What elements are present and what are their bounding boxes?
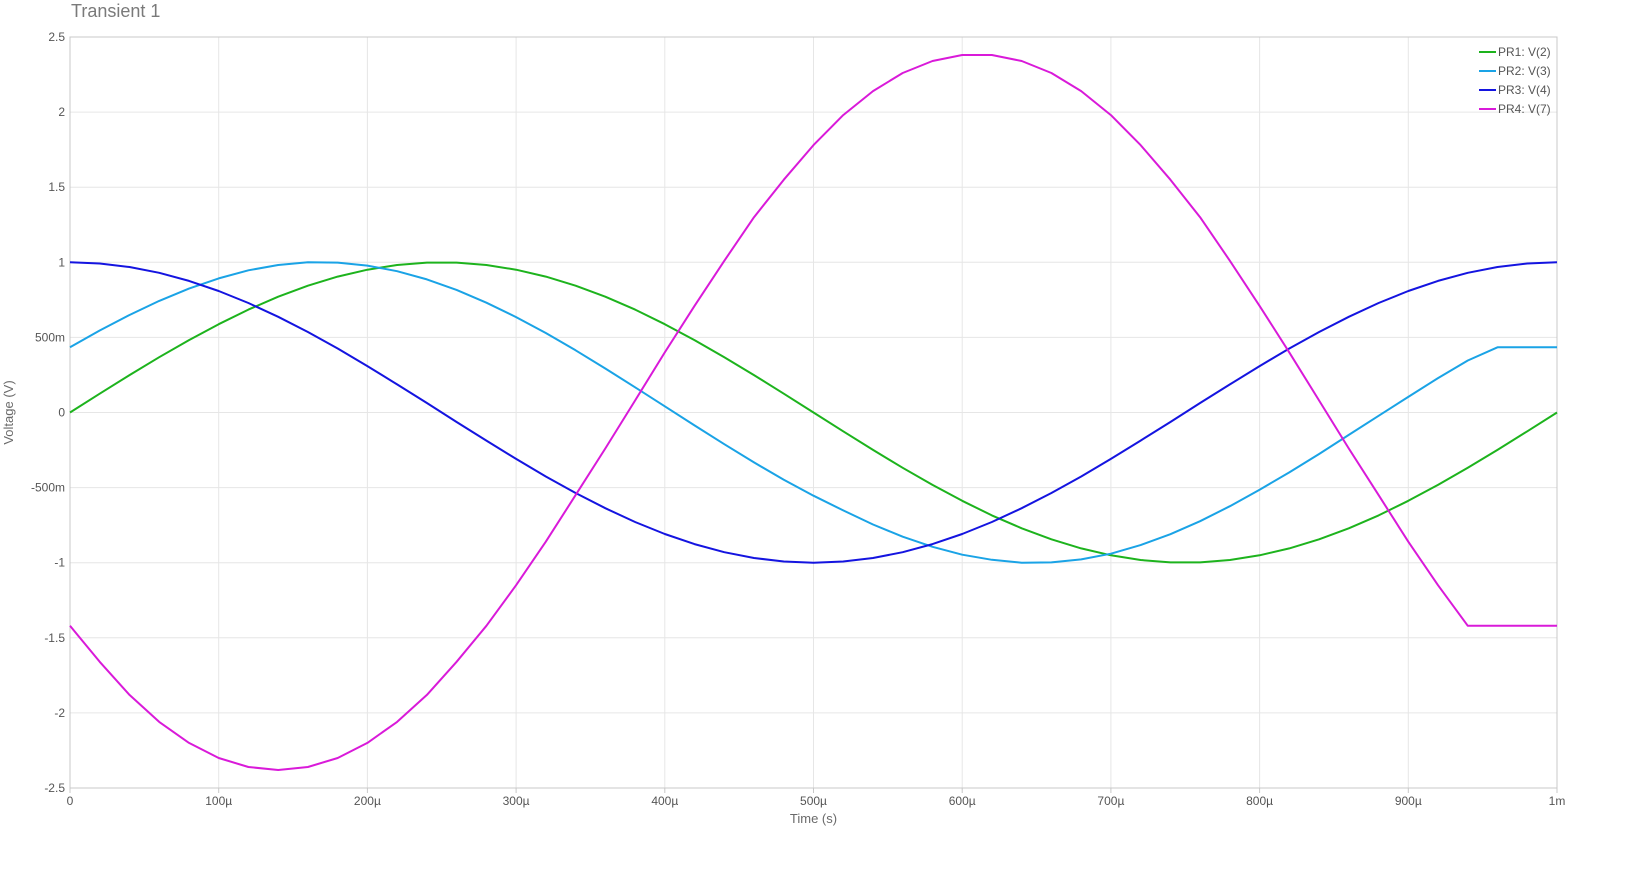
series-line-2	[69, 261, 1557, 564]
x-tick-label: 200µ	[354, 794, 381, 808]
x-tick-label: 300µ	[503, 794, 530, 808]
y-tick-label: 2.5	[48, 30, 65, 44]
legend-label: PR4: V(7)	[1498, 102, 1551, 116]
x-tick-label: 400µ	[651, 794, 678, 808]
y-tick-label: 1	[58, 255, 65, 269]
y-tick-label: -2.5	[44, 781, 65, 795]
y-tick-label: -1.5	[44, 631, 65, 645]
x-axis-title: Time (s)	[790, 811, 837, 826]
legend-label: PR1: V(2)	[1498, 45, 1551, 59]
y-axis-ticks: 2.5 2 1.5 1 500m 0 -500m -1 -1.5 -2 -2.5	[31, 30, 65, 795]
x-tick-label: 100µ	[205, 794, 232, 808]
x-tick-label: 700µ	[1097, 794, 1124, 808]
x-tick-label: 500µ	[800, 794, 827, 808]
series-line-1	[69, 261, 1558, 564]
x-tick-label: 0	[67, 794, 74, 808]
y-tick-label: -2	[54, 706, 65, 720]
chart-title: Transient 1	[71, 1, 161, 21]
series-line-3	[69, 261, 1558, 564]
y-tick-label: 500m	[35, 330, 65, 344]
legend: PR1: V(2) PR2: V(3) PR3: V(4) PR4: V(7)	[1479, 45, 1551, 116]
x-tick-label: 1m	[1549, 794, 1566, 808]
x-tick-label: 800µ	[1246, 794, 1273, 808]
x-tick-label: 900µ	[1395, 794, 1422, 808]
y-axis-title: Voltage (V)	[1, 380, 16, 444]
legend-label: PR2: V(3)	[1498, 64, 1551, 78]
legend-label: PR3: V(4)	[1498, 83, 1551, 97]
series-lines	[69, 54, 1558, 771]
y-tick-label: -1	[54, 556, 65, 570]
x-axis-ticks: 0 100µ 200µ 300µ 400µ 500µ 600µ 700µ 800µ 900µ 1m	[67, 788, 1566, 808]
y-tick-label: 0	[58, 406, 65, 420]
y-tick-label: -500m	[31, 481, 65, 495]
series-line-4	[69, 54, 1557, 771]
x-tick-label: 600µ	[949, 794, 976, 808]
y-tick-label: 2	[58, 105, 65, 119]
y-tick-label: 1.5	[48, 180, 65, 194]
